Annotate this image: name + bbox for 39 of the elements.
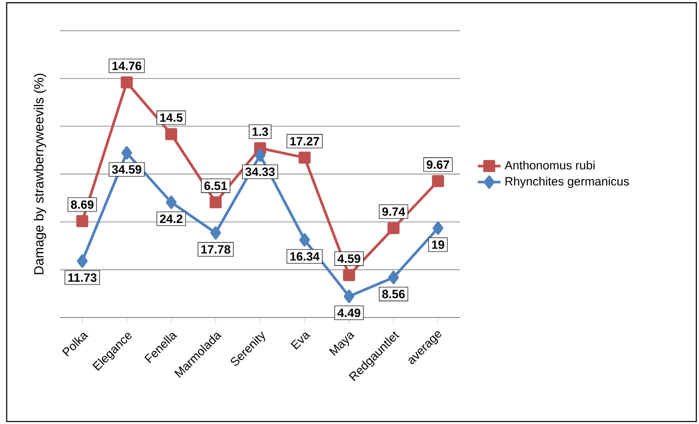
point [299,233,310,246]
point [76,254,88,268]
text: 14.76 [112,62,142,70]
annotation: 4.59 [338,254,360,263]
y-axis-title: Damage by strawberryweevils (%) [34,74,46,274]
annotation: 8.56 [382,290,405,298]
annotation: 14.5 [160,113,183,122]
point [344,290,354,303]
point [120,76,133,88]
point [343,269,356,282]
annotation: 19 [432,240,444,249]
annotation: 8.69 [70,200,94,209]
point [388,222,400,234]
point [210,226,221,240]
x-tick-label: Eva [290,332,310,350]
point [432,175,444,188]
point [388,270,399,284]
point [432,221,444,235]
point [165,128,178,140]
point [121,146,132,160]
annotation: 6.51 [204,181,228,190]
annotation: 24.2 [160,214,182,223]
point [298,152,311,164]
legend-label: Anthonomus rubi [504,160,595,170]
annotation: 4.49 [338,308,360,318]
annotation: 9.67 [426,160,450,169]
annotation: 34.59 [112,165,142,174]
annotation: 1.3 [252,127,268,136]
annotation: 9.74 [382,207,406,216]
point [210,196,222,208]
point [254,148,266,162]
annotation: 11.73 [68,273,97,282]
annotation: 34.33 [245,167,275,176]
annotation: 17.78 [201,245,230,254]
point [76,214,88,228]
point [166,196,177,209]
annotation: 16.34 [290,252,320,261]
legend-label: Rhynchites germanicus [506,176,629,188]
annotation: 17.27 [290,136,320,146]
